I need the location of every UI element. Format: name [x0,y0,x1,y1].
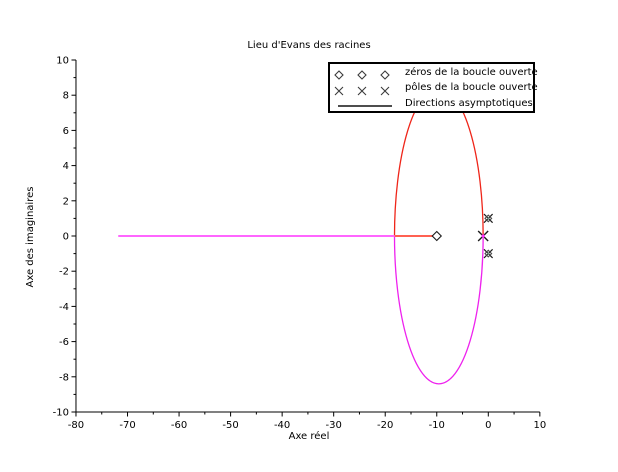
diamond-marker-icon [334,66,396,80]
y-tick-label: -10 [53,408,69,419]
y-tick-label: 2 [63,196,69,207]
y-tick-label: 8 [63,91,69,102]
x-tick-label: -80 [68,420,84,431]
x-tick-label: -50 [222,420,238,431]
zero-marker [431,230,443,242]
legend-item-zeros: zéros de la boucle ouverte [334,65,538,80]
line-sample-icon [334,97,396,109]
legend-label-poles: pôles de la boucle ouverte [405,82,538,93]
x-tick-label: -10 [429,420,445,431]
legend-item-asymptotes: Directions asymptotiques [334,96,533,111]
y-tick-label: -6 [59,337,69,348]
pole-zero-center-dot [487,252,490,255]
x-tick-label: -40 [274,420,290,431]
zero-marker [484,249,493,258]
x-tick-label: -20 [377,420,393,431]
x-marker-icon [334,82,396,95]
y-tick-label: -2 [59,267,69,278]
y-axis-title: Axe des imaginaires [25,186,36,288]
y-tick-label: 4 [63,161,69,172]
y-tick-label: 0 [63,232,69,243]
y-tick-label: -8 [59,372,69,383]
legend-item-poles: pôles de la boucle ouverte [334,80,538,95]
y-tick-label: 10 [56,56,69,67]
x-tick-label: -70 [119,420,135,431]
legend: zéros de la boucle ouverte pôles de la b… [328,62,538,113]
y-tick-label: -4 [59,302,69,313]
branch-start-dot [481,234,485,238]
x-tick-label: -30 [326,420,342,431]
x-axis-title: Axe réel [288,431,330,442]
y-tick-label: 6 [63,126,69,137]
x-tick-label: -60 [171,420,187,431]
x-tick-label: 10 [533,420,546,431]
zero-marker [484,214,493,223]
locus-lower-branch [393,235,484,385]
x-tick-label: 0 [485,420,491,431]
pole-zero-center-dot [487,217,490,220]
legend-label-zeros: zéros de la boucle ouverte [405,66,538,78]
chart-title: Lieu d'Evans des racines [247,40,371,51]
legend-label-asymptotes: Directions asymptotiques [405,97,533,109]
